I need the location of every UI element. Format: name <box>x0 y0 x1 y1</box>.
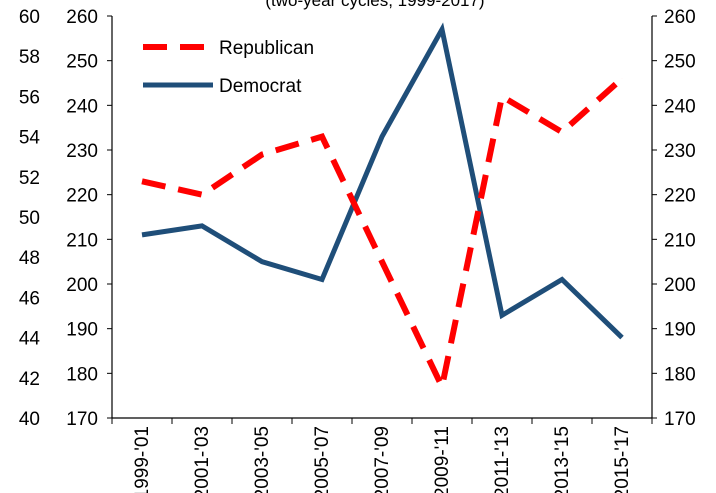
y-tick-label-outer: 58 <box>19 47 40 68</box>
y-tick-label-left: 240 <box>66 96 98 117</box>
y-tick-label-right: 220 <box>664 186 696 207</box>
y-tick-label-outer: 40 <box>19 409 40 430</box>
y-tick-label-outer: 54 <box>19 128 41 149</box>
y-tick-label-left: 210 <box>66 230 98 251</box>
x-tick-label: 2015-'17 <box>612 426 633 493</box>
y-tick-label-left: 220 <box>66 186 98 207</box>
y-tick-label-left: 170 <box>66 409 98 430</box>
y-tick-label-right: 200 <box>664 275 696 296</box>
y-tick-label-outer: 60 <box>19 7 40 28</box>
x-tick-label: 2003-'05 <box>252 426 273 493</box>
y-tick-label-right: 170 <box>664 409 696 430</box>
y-tick-label-outer: 50 <box>19 208 40 229</box>
y-tick-label-outer: 46 <box>19 288 40 309</box>
legend-label-republican: Republican <box>219 38 314 59</box>
y-tick-label-outer: 42 <box>19 369 40 390</box>
y-tick-label-outer: 44 <box>19 329 41 350</box>
y-tick-label-left: 200 <box>66 275 98 296</box>
legend-label-democrat: Democrat <box>219 76 302 97</box>
y-tick-label-right: 180 <box>664 364 696 385</box>
y-tick-label-outer: 52 <box>19 168 40 189</box>
y-tick-label-left: 190 <box>66 320 98 341</box>
x-tick-label: 2005-'07 <box>312 426 333 493</box>
y-tick-label-left: 230 <box>66 141 98 162</box>
x-tick-label: 2013-'15 <box>552 426 573 493</box>
x-tick-label: 2009-'11 <box>432 426 453 493</box>
y-tick-label-right: 210 <box>664 230 696 251</box>
x-tick-label: 2001-'03 <box>192 426 213 493</box>
x-tick-label: 2011-'13 <box>492 426 513 493</box>
y-tick-label-left: 250 <box>66 52 98 73</box>
x-tick-label: 1999-'01 <box>132 426 153 493</box>
y-tick-label-right: 240 <box>664 96 696 117</box>
x-tick-label: 2007-'09 <box>372 426 393 493</box>
y-tick-label-outer: 56 <box>19 87 40 108</box>
y-tick-label-left: 260 <box>66 7 98 28</box>
legend: Republican Democrat <box>143 38 314 97</box>
y-tick-label-right: 260 <box>664 7 696 28</box>
axes: 170 180 190 200 210 220 230 240 250 260 170 180 190 2… <box>19 7 696 493</box>
y-tick-label-right: 230 <box>664 141 696 162</box>
y-tick-label-left: 180 <box>66 364 98 385</box>
series-layer <box>141 22 624 397</box>
chart-subtitle: (two-year cycles, 1999-2017) <box>265 0 484 10</box>
y-tick-label-right: 250 <box>664 52 696 73</box>
y-tick-label-outer: 48 <box>19 248 40 269</box>
y-tick-label-right: 190 <box>664 320 696 341</box>
